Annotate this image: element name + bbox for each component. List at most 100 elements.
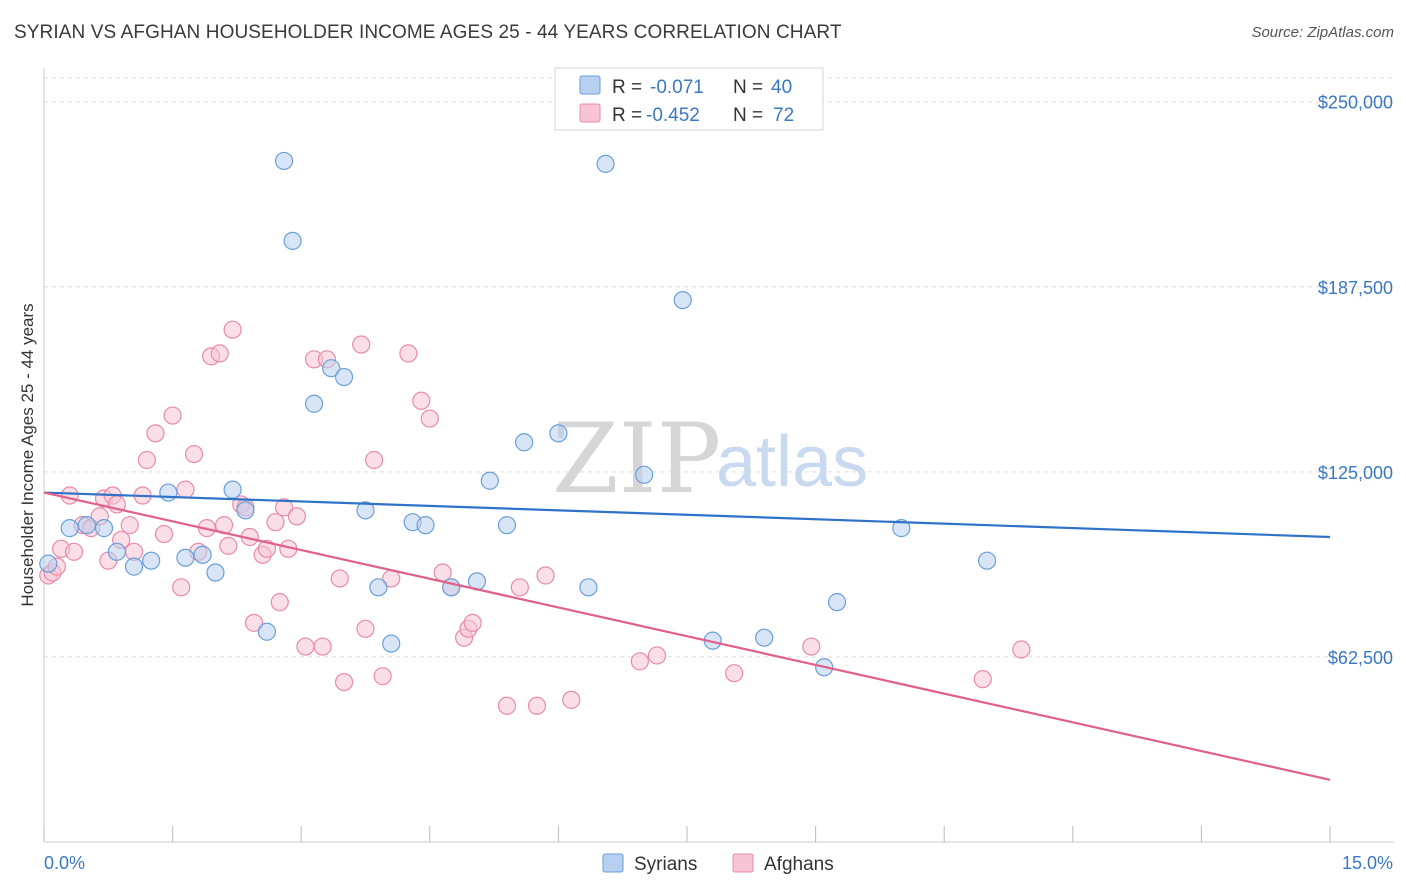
stats-r-label: R = — [612, 77, 642, 98]
afghan-point — [334, 672, 354, 692]
y-tick-label: $250,000 — [1318, 93, 1393, 113]
series-legend: Syrians Afghans — [602, 853, 834, 875]
watermark-atlas: atlas — [716, 422, 868, 502]
syrian-point — [515, 433, 534, 452]
afghan-point — [536, 566, 555, 585]
afghan-point — [497, 696, 517, 715]
source-credit: Source: ZipAtlas.com — [1251, 24, 1394, 41]
syrian-point — [206, 563, 225, 582]
afghan-point — [420, 409, 439, 428]
syrian-point — [274, 151, 294, 171]
syrian-point — [369, 578, 388, 597]
afghan-point — [287, 507, 307, 526]
afghan-point — [527, 696, 547, 715]
syrian-point — [283, 231, 302, 250]
stats-n-label: N = — [733, 105, 763, 126]
afghan-point — [973, 670, 992, 689]
y-tick-label: $125,000 — [1318, 463, 1393, 483]
syrian-point — [223, 480, 242, 499]
afghan-point — [257, 539, 277, 558]
afghan-point — [630, 652, 649, 671]
syrian-point — [193, 545, 212, 564]
stats-r-value-syrians: -0.071 — [650, 77, 704, 98]
afghan-point — [463, 613, 482, 632]
syrian-point — [755, 628, 774, 647]
syrian-point — [77, 516, 96, 535]
syrian-point — [356, 501, 375, 520]
stats-n-label: N = — [733, 77, 763, 98]
afghan-point — [352, 335, 371, 354]
afghan-point — [163, 406, 182, 425]
legend-label-syrians: Syrians — [634, 854, 697, 875]
syrian-point — [635, 465, 654, 484]
afghan-point — [223, 320, 242, 339]
y-tick-labels: $62,500 $125,000 $187,500 $250,000 — [1318, 93, 1393, 668]
x-tick-label: 15.0% — [1342, 853, 1393, 873]
syrian-point — [892, 519, 911, 538]
syrian-point — [304, 394, 324, 413]
afghan-point — [210, 344, 229, 363]
syrian-point — [39, 554, 58, 573]
afghan-point — [172, 578, 191, 597]
syrian-point — [176, 548, 195, 567]
legend-swatch-afghans — [732, 853, 754, 873]
afghan-point — [433, 563, 452, 582]
stats-r-value-afghans: -0.452 — [646, 105, 700, 126]
x-tick-label: 0.0% — [44, 853, 85, 873]
afghan-trend-line — [43, 491, 1331, 781]
stats-n-value-syrians: 40 — [771, 77, 792, 98]
afghan-point — [1012, 640, 1031, 659]
syrian-point — [334, 367, 354, 387]
syrian-point — [322, 359, 341, 378]
syrian-point — [382, 634, 401, 653]
syrian-point — [236, 501, 255, 520]
afghan-point — [562, 690, 581, 709]
syrian-trend-line — [43, 491, 1331, 539]
y-tick-label: $187,500 — [1318, 278, 1393, 298]
afghan-point — [330, 569, 349, 588]
axes — [43, 68, 1394, 843]
watermark-zip: ZIP — [552, 403, 721, 515]
syrian-point — [480, 471, 499, 490]
x-tick-labels: 0.0% 15.0% — [44, 853, 1393, 873]
syrian-point — [142, 551, 161, 570]
chart-title: SYRIAN VS AFGHAN HOUSEHOLDER INCOME AGES… — [14, 22, 842, 43]
stats-swatch-afghans — [579, 103, 601, 123]
syrian-point — [94, 519, 114, 538]
afghan-point — [244, 613, 264, 632]
syrian-point — [416, 516, 435, 535]
afghan-point — [510, 578, 529, 597]
syrian-point — [497, 516, 517, 535]
legend-swatch-syrians — [602, 853, 624, 873]
afghan-point — [219, 536, 238, 555]
syrian-point — [60, 519, 79, 538]
afghan-point — [725, 664, 744, 683]
y-tick-label: $62,500 — [1328, 648, 1393, 668]
stats-r-label: R = — [612, 105, 642, 126]
syrian-point — [579, 578, 598, 597]
syrian-point — [124, 557, 144, 576]
afghan-point — [60, 486, 79, 505]
afghan-point — [120, 516, 139, 535]
grid-lines — [44, 77, 1394, 658]
syrian-point — [159, 483, 178, 502]
data-points — [39, 151, 1031, 715]
legend-label-afghans: Afghans — [764, 854, 834, 875]
afghan-point — [364, 450, 384, 470]
afghan-point — [647, 646, 667, 665]
watermark: ZIP atlas — [552, 403, 868, 515]
afghan-point — [184, 444, 204, 464]
syrian-point — [596, 154, 615, 173]
syrian-point — [257, 622, 277, 641]
afghan-point — [266, 513, 285, 532]
afghan-point — [270, 593, 289, 612]
stats-swatch-syrians — [579, 75, 601, 95]
afghan-point — [373, 667, 392, 686]
stats-legend: R = -0.071 N = 40 R = -0.452 N = 72 — [554, 67, 824, 131]
syrian-point — [673, 290, 692, 310]
syrian-point — [107, 542, 126, 561]
syrian-point — [827, 593, 847, 612]
stats-n-value-afghans: 72 — [773, 105, 794, 126]
afghan-point — [399, 344, 418, 363]
